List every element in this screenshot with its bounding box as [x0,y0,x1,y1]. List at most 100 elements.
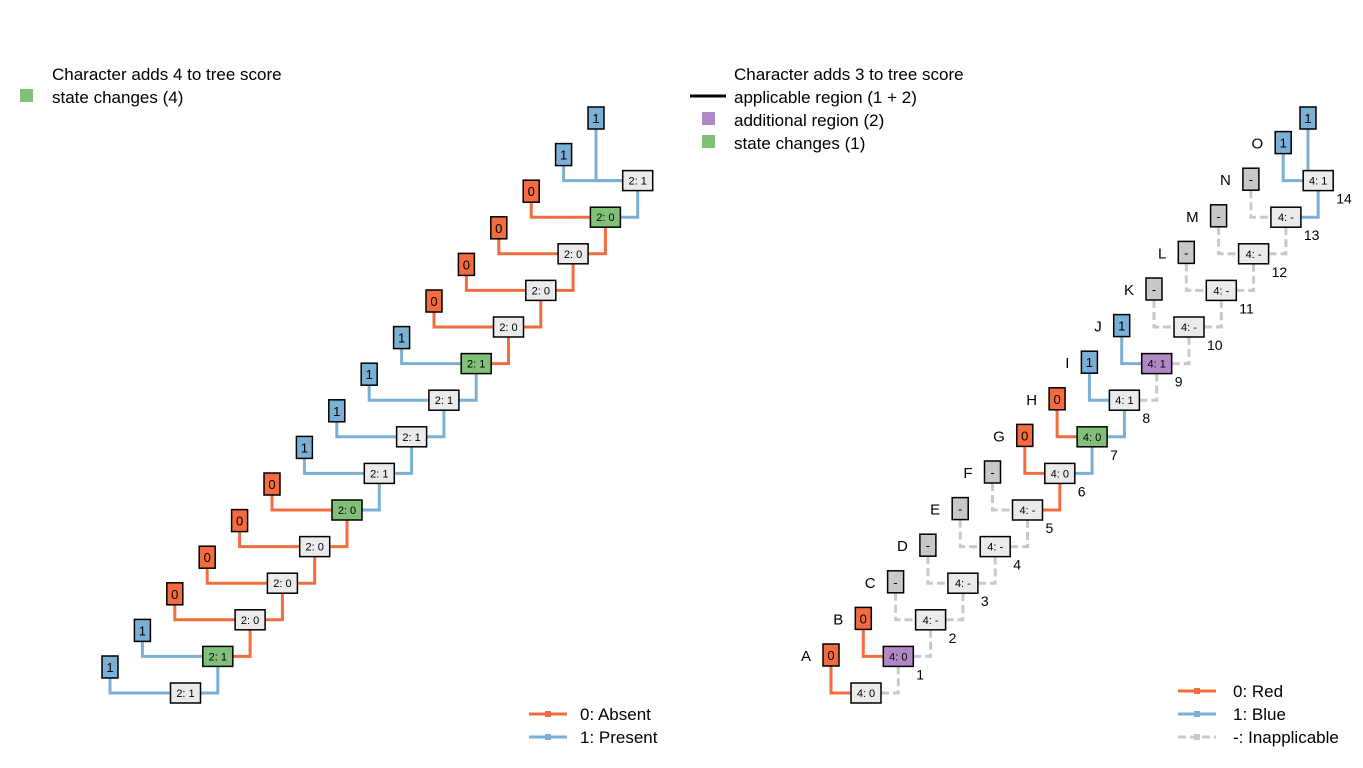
right-branch-right-9 [1171,337,1191,366]
right-tip-name-9: J [1094,319,1102,336]
right-tip-2-box [886,570,905,594]
right-branch-right-2 [945,593,965,622]
right-tip-name-4: E [930,502,940,519]
left-node-10-label: 2: 0 [499,322,517,334]
right-node-4-label: 4: - [987,542,1003,554]
right-branch-right-6 [1074,446,1094,475]
left-legend-title: Character adds 4 to tree score [52,65,282,84]
right-node-5-label: 4: - [1020,505,1036,517]
right-tip-6-label: 0 [1021,428,1028,443]
right-tip-3-label: - [926,538,930,553]
right-node-number-13: 13 [1304,227,1320,243]
right-node-number-4: 4 [1013,557,1021,573]
right-branch-right-4 [1010,520,1029,549]
right-tip-14-box [1274,130,1292,155]
right-node-6-box [1044,462,1076,485]
right-node-1-label: 4: 0 [889,651,907,663]
right-tip-12-box [1209,204,1228,228]
right-node-10-label: 4: - [1181,322,1197,334]
right-branch-right-5 [1042,483,1062,512]
right-tip-0-label: 0 [827,648,834,663]
right-node-14-label: 4: 1 [1309,176,1327,188]
left-tip-14-label: 1 [139,623,146,638]
right-node-6-label: 4: 0 [1051,468,1069,480]
right-branch-tip-10 [1152,300,1174,329]
right-node-8-box [1108,389,1141,411]
left-node-13-box [589,206,622,228]
left-tip-8-label: 1 [333,404,340,419]
left-branch-tip-0 [108,678,171,695]
left-tip-8-box [328,399,346,423]
left-branch-tip-5 [270,495,332,512]
right-node-3-label: 4: - [955,578,971,590]
left-branch-tip-8 [367,385,429,402]
right-tip-12-label: - [1216,209,1220,224]
left-branch-tip-2 [173,604,236,622]
right-node-number-11: 11 [1239,300,1254,316]
right-node-7-box [1076,426,1108,448]
right-tip-name-2: C [865,575,876,592]
left-branch-right-11 [555,263,575,292]
right-node-2-label: 4: - [923,615,939,627]
right-tip-13-label: - [1249,172,1253,187]
left-key: 0: Absent 1: Present [529,705,658,747]
left-node-13-label: 2: 0 [596,212,614,224]
right-node-3-box [947,572,979,594]
right-branch-tip-0 [829,666,851,695]
left-node-1-box [202,645,234,668]
right-node-10-box [1173,316,1205,338]
right-branch-right-1 [913,629,933,658]
right-branch-tip-11 [1184,263,1207,292]
right-key-blue-label: 1: Blue [1233,705,1286,724]
right-node-0-label: 4: 0 [857,688,875,700]
left-node-12-box [557,243,589,265]
right-tip-11-label: - [1184,245,1188,260]
right-tip-5-box [983,460,1002,484]
right-tip-name-12: M [1186,209,1199,226]
right-tip-4-box [951,496,969,521]
right-node-1-box [882,645,915,668]
left-branch-right-12 [588,227,607,256]
left-tip-5-box [425,289,443,313]
right-branch-right-10 [1204,300,1223,329]
left-tip-7-label: 1 [366,367,373,382]
right-tip-7-label: 0 [1053,392,1060,407]
left-tip-11-box [230,508,249,533]
left-node-0-label: 2: 1 [176,688,194,700]
left-node-11-label: 2: 0 [532,285,550,297]
right-branch-tip-14 [1281,153,1304,183]
right-key-inapplicable-point [1194,734,1200,740]
left-node-3-box [266,572,299,594]
right-tip-1-label: 0 [860,611,867,626]
right-node-11-label: 4: - [1213,285,1229,297]
right-tip-8-label: 1 [1086,355,1093,370]
right-node-number-12: 12 [1272,264,1288,280]
left-branch-tip-12 [497,238,559,256]
left-node-9-box [460,352,492,375]
right-key-inapplicable-label: -: Inapplicable [1233,728,1339,747]
right-node-13-label: 4: - [1278,212,1294,224]
right-node-number-3: 3 [981,593,989,609]
left-branch-tip-9 [400,348,462,366]
right-tip-2-label: - [893,575,897,590]
right-node-9-box [1140,352,1173,375]
left-tip-1-box [554,142,573,167]
left-node-4-label: 2: 0 [306,542,324,554]
right-legend-state-changes: state changes (1) [734,134,865,153]
left-node-2-box [234,609,266,631]
left-branch-right-9 [491,337,510,366]
right-node-number-7: 7 [1110,447,1118,463]
right-branch-right-13 [1300,190,1320,219]
left-branch-tip-13 [529,202,591,219]
left-branch-tip-6 [302,458,365,475]
left-node-6-label: 2: 1 [370,468,388,480]
right-tip-11-box [1177,240,1196,265]
left-branch-right-3 [297,556,317,585]
left-node-7-label: 2: 1 [402,432,420,444]
right-tip-name-13: N [1220,172,1231,189]
left-node-11-box [525,279,557,302]
left-node-7-box [395,426,428,448]
right-branch-tip-12 [1217,226,1239,256]
right-legend-additional-swatch [702,112,715,125]
right-tip-name-7: H [1026,392,1037,409]
